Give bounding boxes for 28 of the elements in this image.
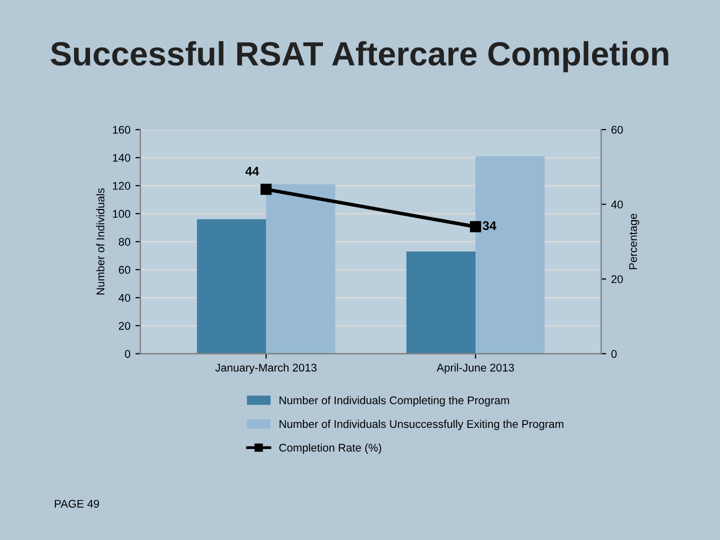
y-tick-label: 0 <box>124 350 130 358</box>
legend-label: Completion Rate (%) <box>279 443 382 454</box>
y-tick-label: 100 <box>112 210 130 218</box>
legend-label: Number of Individuals Completing the Program <box>280 396 509 406</box>
y2-tick-label: 40 <box>611 200 623 208</box>
data-label: 34 <box>482 221 496 230</box>
legend-label: Number of Individuals Unsuccessfully Exiting the Program <box>280 420 564 430</box>
text: PAGE 49 <box>54 500 99 508</box>
x-tick-label: April-June 2013 <box>436 363 514 374</box>
data-label: 44 <box>245 166 260 176</box>
y2-tick-label: 20 <box>611 275 623 284</box>
y-tick-label: 140 <box>112 154 130 162</box>
y-tick-label: 160 <box>112 126 130 134</box>
bar <box>406 251 476 354</box>
y2-tick-label: 60 <box>611 126 623 134</box>
chart-title: Successful RSAT Aftercare Completion <box>50 41 668 72</box>
y-tick-label: 120 <box>112 182 130 190</box>
y-axis-title: Number of Individuals <box>96 188 104 294</box>
bar <box>266 184 336 354</box>
y-tick-label: 20 <box>118 322 130 330</box>
bar <box>476 156 545 354</box>
y-tick-label: 40 <box>118 294 130 302</box>
bar <box>196 219 266 354</box>
y2-axis-title: Percentage <box>629 214 640 270</box>
y-tick-label: 60 <box>118 266 130 274</box>
y2-tick-label: 0 <box>611 350 617 358</box>
y-tick-label: 80 <box>118 238 130 246</box>
x-tick-label: January-March 2013 <box>215 363 317 374</box>
